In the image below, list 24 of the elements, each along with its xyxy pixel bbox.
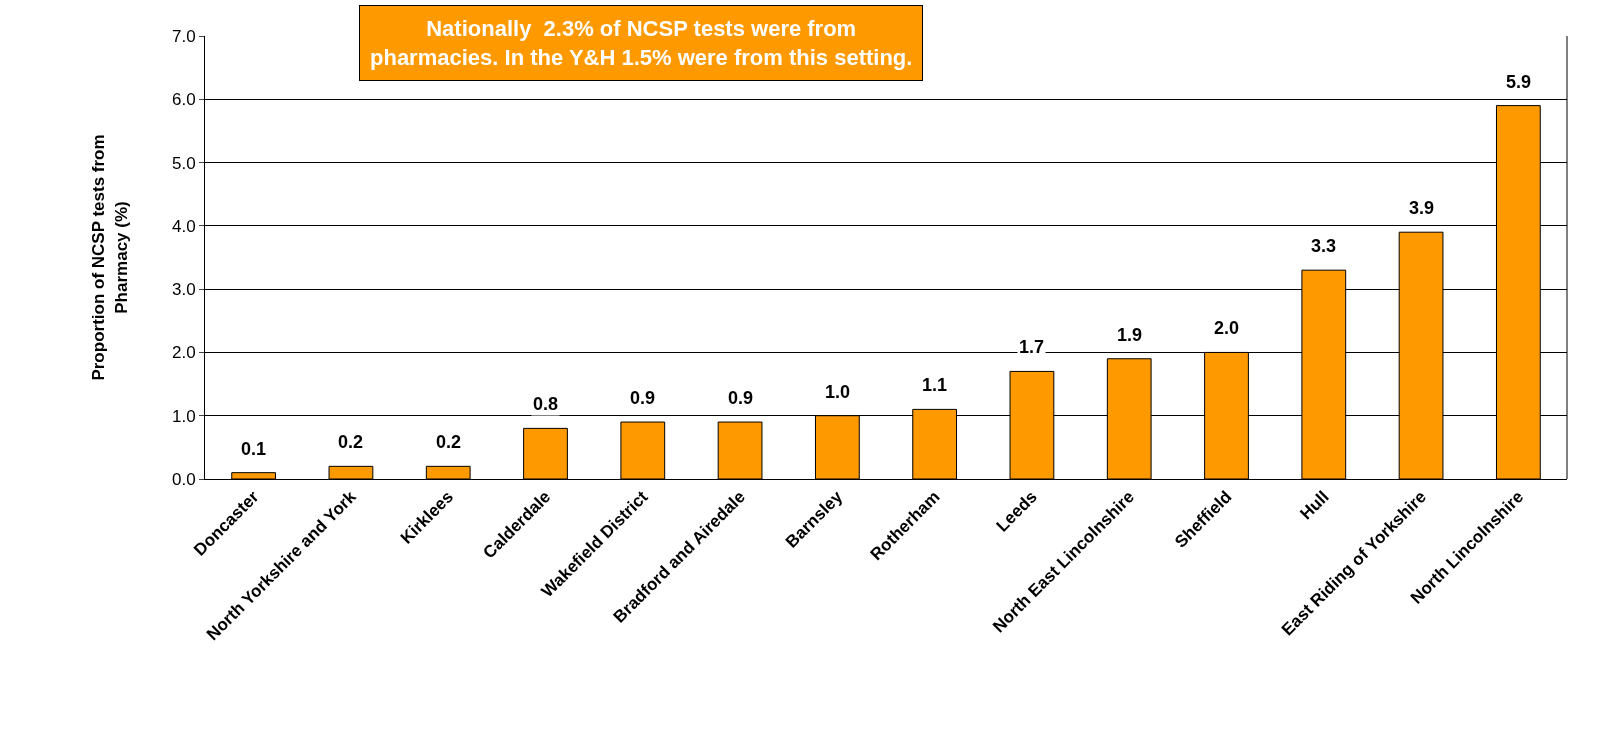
data-label: 2.0 xyxy=(1214,318,1240,338)
data-label: 1.0 xyxy=(825,382,851,402)
y-tick-label: 0.0 xyxy=(171,469,196,489)
data-label: 0.9 xyxy=(630,388,656,408)
y-tick-label: 7.0 xyxy=(171,26,196,46)
data-label: 3.9 xyxy=(1409,198,1435,218)
y-tick-label: 5.0 xyxy=(171,153,196,173)
data-label: 1.9 xyxy=(1117,325,1143,345)
data-label: 0.1 xyxy=(241,439,267,459)
data-label: 0.2 xyxy=(436,432,462,452)
data-label: 1.1 xyxy=(922,375,948,395)
y-tick-label: 3.0 xyxy=(171,280,196,300)
y-axis-title: Proportion of NCSP tests from Pharmacy (%) xyxy=(89,134,131,381)
y-tick-label: 4.0 xyxy=(171,216,196,236)
data-label: 0.9 xyxy=(728,388,754,408)
data-label: 0.8 xyxy=(533,394,559,414)
data-label: 0.2 xyxy=(338,432,364,452)
annotation: Nationally 2.3% of NCSP tests were from pharmacies. In the Y&H 1.5% were from this setting. xyxy=(370,16,913,70)
y-tick-label: 2.0 xyxy=(171,343,196,363)
data-label: 1.7 xyxy=(1019,337,1045,357)
data-label: 5.9 xyxy=(1506,72,1532,92)
y-tick-label: 6.0 xyxy=(171,90,196,110)
y-tick-label: 1.0 xyxy=(171,406,196,426)
data-label: 3.3 xyxy=(1311,236,1337,256)
